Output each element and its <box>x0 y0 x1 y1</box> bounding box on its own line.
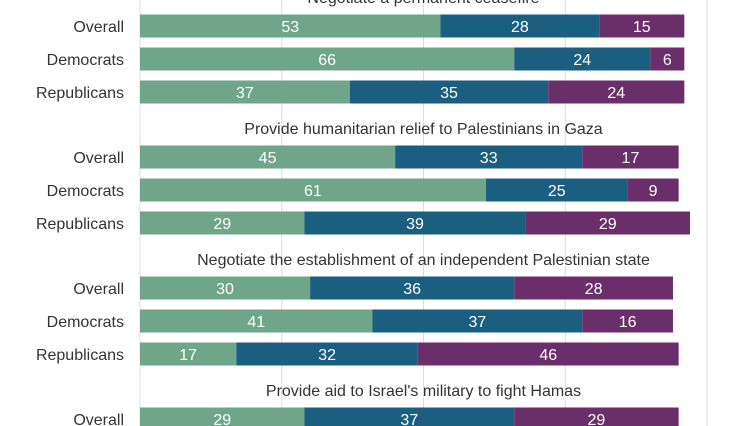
data-label: 28 <box>585 281 603 298</box>
bar-segment <box>514 407 679 426</box>
data-label: 29 <box>213 216 231 233</box>
bar-segment <box>440 14 600 38</box>
data-label: 6 <box>663 52 672 69</box>
bar-segment <box>140 309 373 333</box>
data-label: 17 <box>622 150 640 167</box>
data-label: 28 <box>511 19 529 36</box>
data-label: 37 <box>236 85 254 102</box>
data-label: 53 <box>281 19 299 36</box>
data-label: 33 <box>480 150 498 167</box>
data-label: 61 <box>304 183 322 200</box>
bar-segment <box>304 407 515 426</box>
data-label: 25 <box>548 183 566 200</box>
bar-segment <box>485 178 628 202</box>
bar-segment <box>140 145 396 169</box>
bar-segment <box>395 145 583 169</box>
data-label: 32 <box>318 347 336 364</box>
data-label: 24 <box>607 85 625 102</box>
bar-segment <box>140 342 237 366</box>
row-label: Democrats <box>47 314 124 331</box>
data-label: 24 <box>573 52 591 69</box>
data-label: 37 <box>400 412 418 426</box>
data-label: 29 <box>599 216 617 233</box>
bar-segment <box>417 342 679 366</box>
row-label: Democrats <box>47 183 124 200</box>
bar-segment <box>525 211 690 235</box>
bar-segment <box>349 80 549 104</box>
row-label: Republicans <box>36 216 124 233</box>
bar-segment <box>582 145 679 169</box>
data-label: 30 <box>216 281 234 298</box>
row-label: Overall <box>73 150 124 167</box>
bar-segment <box>236 342 418 366</box>
bar-segment <box>140 407 305 426</box>
data-label: 41 <box>247 314 265 331</box>
bar-segment <box>548 80 685 104</box>
bar-segment <box>140 80 350 104</box>
row-label: Democrats <box>47 52 124 69</box>
bar-segment <box>514 276 673 300</box>
panel-title: Provide aid to Israel's military to figh… <box>266 383 581 400</box>
row-label: Republicans <box>36 347 124 364</box>
bar-segment <box>650 47 685 71</box>
data-label: 29 <box>588 412 606 426</box>
panel-title: Negotiate a permanent ceasefire <box>307 0 539 7</box>
bar-segment <box>140 14 441 38</box>
bar-segment <box>582 309 673 333</box>
bar-segment <box>310 276 515 300</box>
panel-title: Negotiate the establishment of an indepe… <box>197 252 650 269</box>
row-label: Overall <box>73 19 124 36</box>
data-label: 46 <box>539 347 557 364</box>
panel-title: Provide humanitarian relief to Palestini… <box>244 121 603 138</box>
row-label: Overall <box>73 281 124 298</box>
row-label: Republicans <box>36 85 124 102</box>
bar-segment <box>304 211 526 235</box>
bar-segment <box>140 211 305 235</box>
data-label: 15 <box>633 19 651 36</box>
bar-segment <box>599 14 685 38</box>
data-label: 17 <box>179 347 197 364</box>
data-label: 16 <box>619 314 637 331</box>
data-label: 29 <box>213 412 231 426</box>
bar-segment <box>140 178 486 202</box>
data-label: 45 <box>259 150 277 167</box>
data-label: 66 <box>318 52 336 69</box>
data-label: 39 <box>406 216 424 233</box>
bar-segment <box>514 47 651 71</box>
data-label: 37 <box>468 314 486 331</box>
row-label: Overall <box>73 412 124 426</box>
bar-segment <box>372 309 583 333</box>
bar-segment <box>140 47 515 71</box>
bar-segment <box>140 276 311 300</box>
data-label: 9 <box>649 183 658 200</box>
data-label: 35 <box>440 85 458 102</box>
data-label: 36 <box>403 281 421 298</box>
bar-segment <box>627 178 679 202</box>
